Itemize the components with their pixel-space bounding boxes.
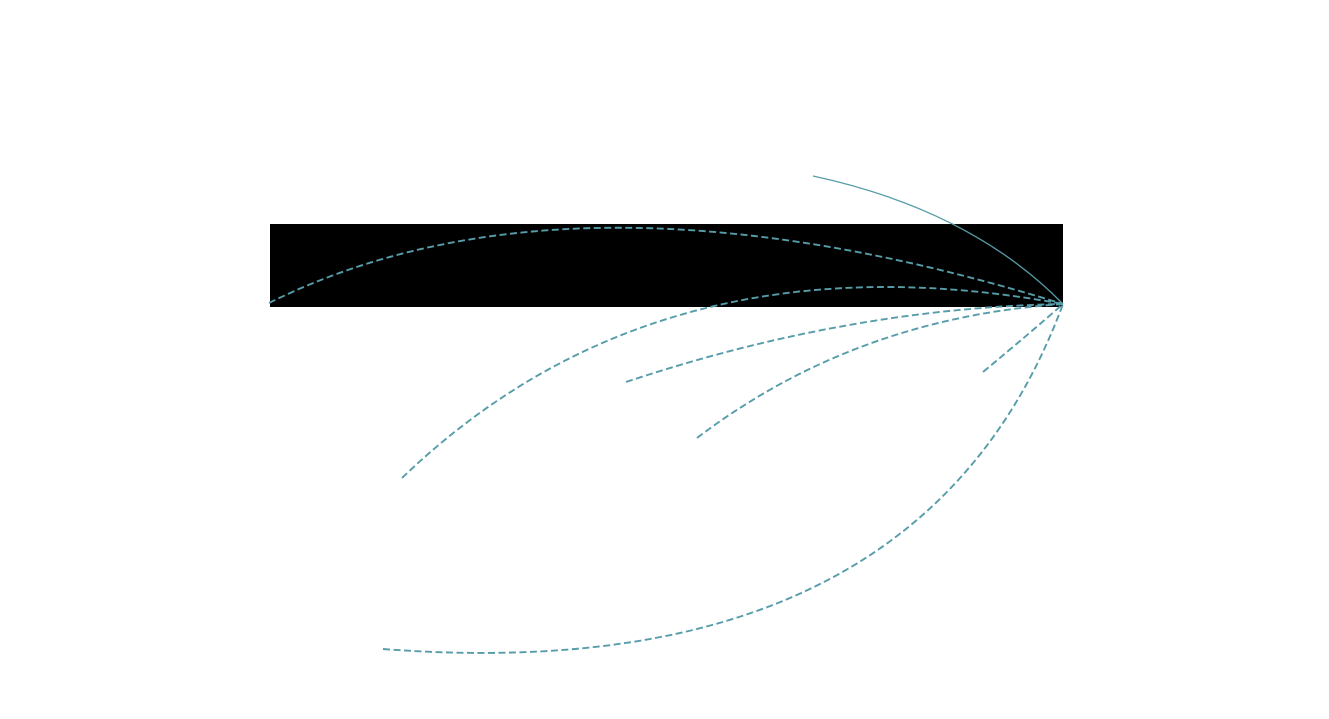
arc-center <box>625 303 1064 383</box>
arc-center-lower <box>696 303 1064 439</box>
arc-band-left <box>268 226 1064 305</box>
arc-mid-left <box>401 286 1064 479</box>
arc-top-right-solid <box>812 175 1064 305</box>
black-band <box>270 224 1063 307</box>
arc-short-right <box>982 303 1064 373</box>
